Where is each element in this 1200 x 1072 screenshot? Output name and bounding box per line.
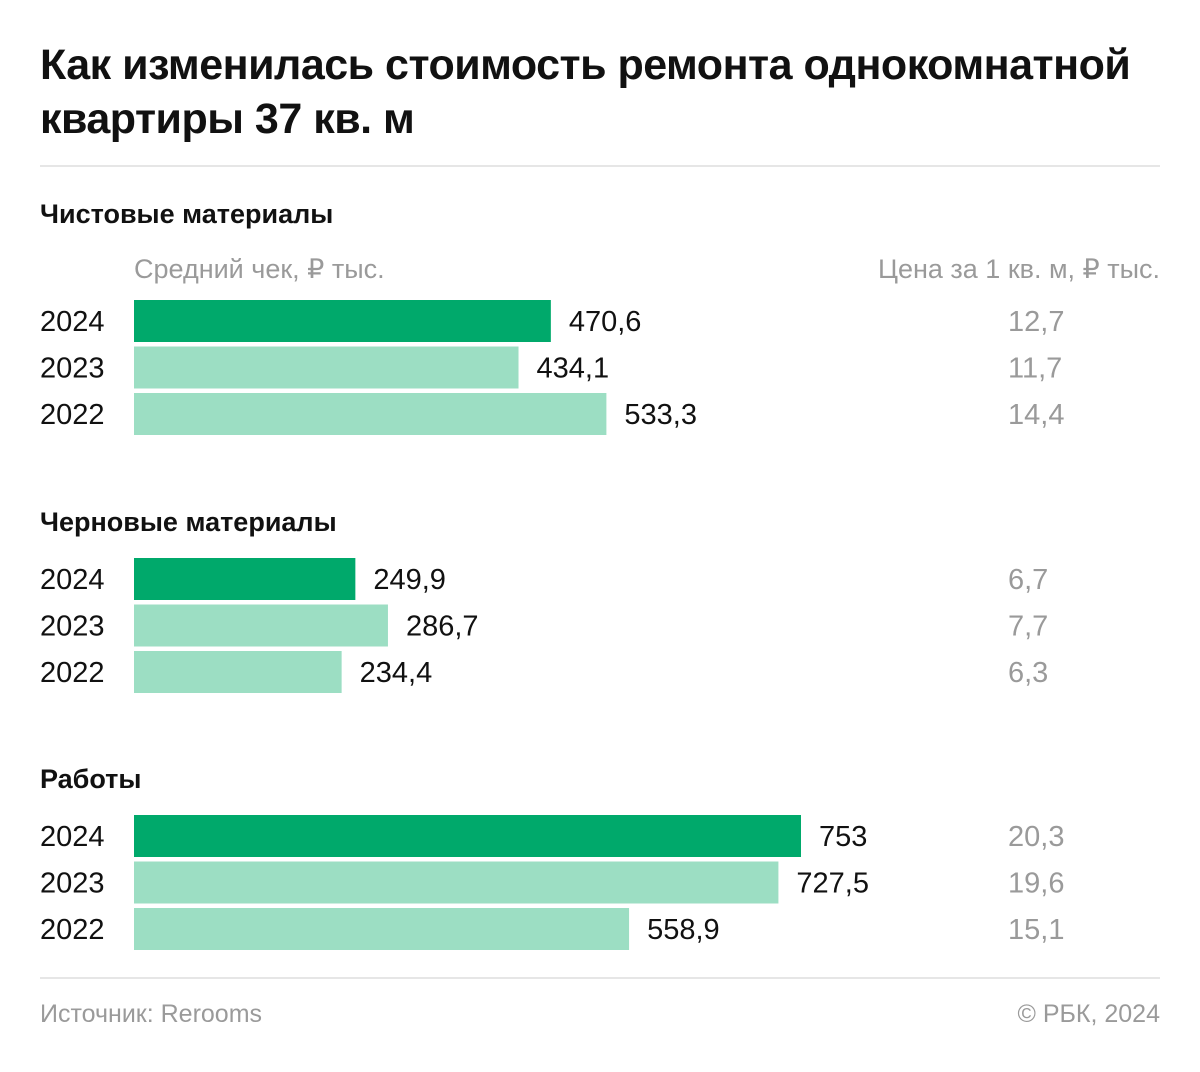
bar bbox=[134, 651, 342, 693]
per-sqm-label: 12,7 bbox=[1008, 306, 1064, 338]
bottom-divider bbox=[40, 977, 1160, 979]
year-label: 2024 bbox=[40, 821, 105, 853]
bar bbox=[134, 393, 607, 435]
bar bbox=[134, 604, 388, 647]
per-sqm-label: 19,6 bbox=[1008, 868, 1064, 900]
chart-title: Как изменилась стоимость ремонта одноком… bbox=[40, 41, 1131, 143]
year-label: 2023 bbox=[40, 353, 105, 385]
year-label: 2024 bbox=[40, 306, 105, 338]
bar bbox=[134, 908, 630, 950]
per-sqm-label: 7,7 bbox=[1008, 611, 1048, 643]
copyright-note: © РБК, 2024 bbox=[1017, 1000, 1160, 1028]
bar bbox=[134, 861, 779, 904]
group-heading: Черновые материалы bbox=[40, 507, 337, 537]
per-sqm-label: 6,7 bbox=[1008, 564, 1048, 596]
year-label: 2023 bbox=[40, 868, 105, 900]
per-sqm-label: 11,7 bbox=[1008, 353, 1062, 385]
axis-label-per-sqm: Цена за 1 кв. м, ₽ тыс. bbox=[878, 254, 1160, 284]
year-label: 2022 bbox=[40, 657, 105, 689]
value-label: 533,3 bbox=[624, 399, 697, 431]
value-label: 434,1 bbox=[537, 353, 610, 385]
bar bbox=[134, 346, 519, 389]
group-heading: Работы bbox=[40, 764, 141, 794]
source-note: Источник: Rerooms bbox=[40, 1000, 263, 1028]
bar bbox=[134, 815, 801, 857]
value-label: 286,7 bbox=[406, 611, 479, 643]
year-label: 2024 bbox=[40, 564, 105, 596]
bar bbox=[134, 300, 551, 342]
per-sqm-label: 14,4 bbox=[1008, 399, 1064, 431]
per-sqm-label: 15,1 bbox=[1008, 914, 1064, 946]
value-label: 470,6 bbox=[569, 306, 642, 338]
year-label: 2022 bbox=[40, 914, 105, 946]
group-heading: Чистовые материалы bbox=[40, 199, 333, 229]
per-sqm-label: 20,3 bbox=[1008, 821, 1064, 853]
axis-label-average: Средний чек, ₽ тыс. bbox=[134, 254, 385, 284]
value-label: 249,9 bbox=[373, 564, 446, 596]
bar bbox=[134, 558, 356, 600]
value-label: 753 bbox=[819, 821, 867, 853]
year-label: 2022 bbox=[40, 399, 105, 431]
per-sqm-label: 6,3 bbox=[1008, 657, 1048, 689]
year-label: 2023 bbox=[40, 611, 105, 643]
value-label: 727,5 bbox=[796, 868, 869, 900]
top-divider bbox=[40, 165, 1160, 167]
value-label: 234,4 bbox=[360, 657, 433, 689]
value-label: 558,9 bbox=[647, 914, 720, 946]
